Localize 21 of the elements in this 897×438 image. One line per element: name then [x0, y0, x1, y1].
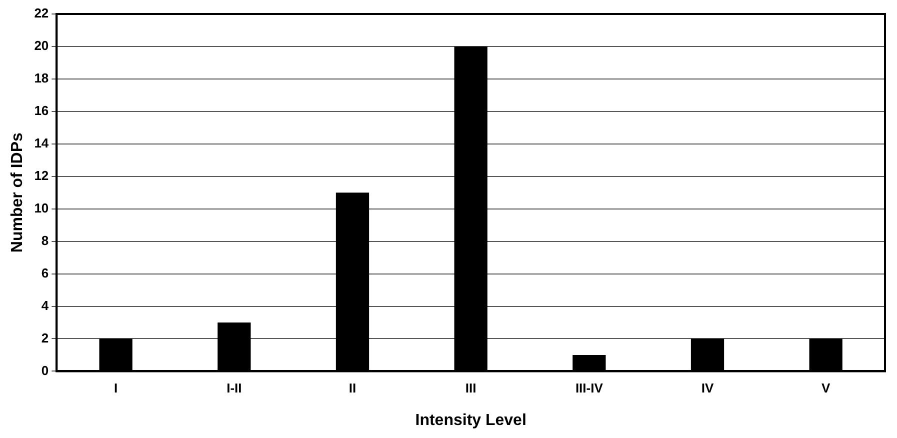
x-tick-label: II — [348, 380, 356, 396]
x-tick-label: I — [114, 380, 118, 396]
y-axis-title: Number of IDPs — [9, 132, 26, 253]
y-tick-label: 14 — [34, 135, 50, 150]
y-tick-label: 20 — [34, 38, 49, 54]
x-tick-label: I-II — [226, 380, 242, 396]
x-axis-title: Intensity Level — [415, 412, 526, 429]
x-tick-label: III — [465, 380, 476, 396]
y-tick-label: 0 — [41, 362, 49, 378]
x-tick-label: IV — [701, 380, 714, 396]
y-tick-label: 18 — [34, 70, 49, 86]
y-tick-label: 6 — [41, 265, 49, 280]
y-tick-label: 12 — [34, 168, 49, 183]
y-tick-label: 10 — [34, 200, 49, 216]
y-tick-label: 4 — [41, 298, 50, 313]
y-tick-label: 16 — [34, 102, 49, 118]
y-tick-label: 22 — [34, 6, 49, 21]
x-tick-label: III-IV — [575, 380, 604, 396]
y-tick-label: 2 — [41, 330, 49, 346]
x-tick-label: V — [821, 380, 830, 396]
y-tick-label: 8 — [41, 232, 49, 248]
